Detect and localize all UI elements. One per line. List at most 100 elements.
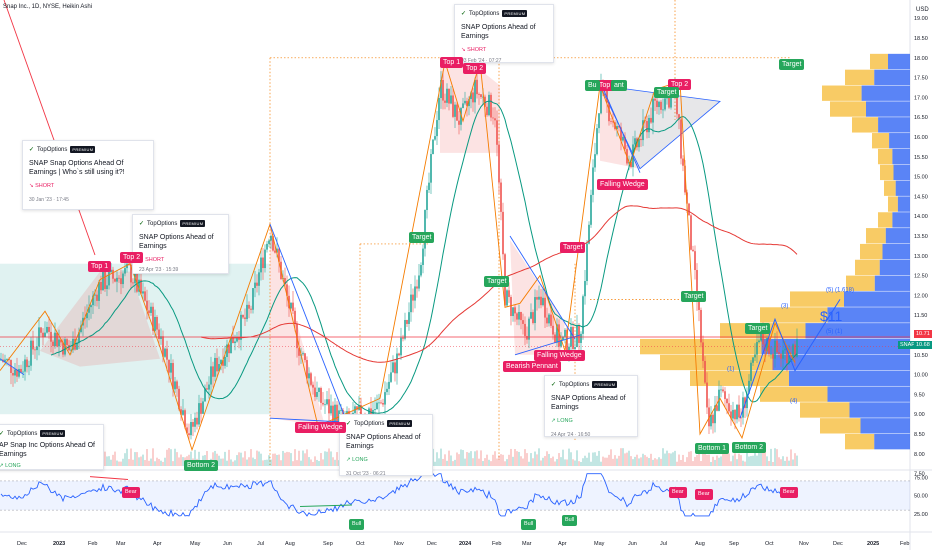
volume-bar <box>788 460 790 466</box>
volume-bar <box>336 452 338 466</box>
volume-bar <box>124 453 126 466</box>
candle-body <box>80 325 82 333</box>
time-axis-tick-label: Mar <box>522 541 532 547</box>
idea-side-long: ↗ LONG <box>551 418 573 424</box>
time-axis-tick-label: 2025 <box>867 541 879 547</box>
volume-profile-bar <box>660 354 773 371</box>
volume-bar <box>552 456 554 466</box>
candle-body <box>582 296 584 334</box>
idea-card[interactable]: ✓ TopOptions PREMIUM SNAP Options Ahead … <box>339 414 433 477</box>
candle-body <box>214 357 216 377</box>
price-axis-tick-label: 15.00 <box>914 175 928 181</box>
volume-profile-bar <box>888 53 910 70</box>
volume-profile-bar <box>845 434 875 450</box>
volume-bar <box>758 449 760 466</box>
volume-bar <box>660 458 662 466</box>
candle-body <box>556 324 558 343</box>
candle-body <box>230 337 232 354</box>
volume-bar <box>644 455 646 466</box>
candle-body <box>108 272 110 286</box>
candle-body <box>792 344 794 357</box>
idea-card[interactable]: ✓ TopOptions PREMIUM SNAP Options Ahead … <box>132 214 229 274</box>
volume-bar <box>674 450 676 466</box>
idea-card[interactable]: ✓ TopOptions PREMIUM SNAP Options Ahead … <box>544 375 638 438</box>
volume-profile-bar <box>789 370 910 386</box>
candle-body <box>388 381 390 389</box>
volume-bar <box>658 457 660 466</box>
price-axis-tick-label: 9.50 <box>914 392 925 398</box>
volume-bar <box>528 461 530 466</box>
volume-bar <box>530 453 532 466</box>
volume-bar <box>286 451 288 466</box>
pattern-label-falling-wedge: Falling Wedge <box>295 422 346 433</box>
idea-side-long: ↗ LONG <box>346 457 368 463</box>
volume-bar <box>686 457 688 466</box>
idea-author: TopOptions <box>147 220 178 227</box>
volume-bar <box>560 457 562 466</box>
volume-bar <box>618 455 620 466</box>
volume-bar <box>732 455 734 466</box>
rsi-axis-tick-label: 75.00 <box>914 475 928 481</box>
volume-bar <box>250 449 252 466</box>
volume-bar <box>722 451 724 466</box>
volume-bar <box>524 449 526 466</box>
time-axis-tick-label: Nov <box>394 541 404 547</box>
candle-body <box>124 268 126 274</box>
symbol-price-tag: 10.68 <box>914 341 932 349</box>
candle-body <box>284 278 286 285</box>
volume-bar <box>794 453 796 466</box>
volume-bar <box>634 456 636 466</box>
volume-bar <box>136 452 138 466</box>
rsi-signal-bull: Bull <box>349 519 365 530</box>
candle-body <box>14 369 16 376</box>
candle-body <box>68 345 70 351</box>
idea-card[interactable]: ✓ TopOptions PREMIUM AP Snap Inc Options… <box>0 424 104 470</box>
volume-bar <box>650 453 652 466</box>
candle-body <box>110 269 112 273</box>
pattern-label-target: Target <box>654 87 680 98</box>
elliott-label-3: (3) <box>781 303 788 309</box>
candle-body <box>156 316 158 330</box>
volume-bar <box>268 455 270 466</box>
volume-bar <box>120 461 122 466</box>
volume-bar <box>654 458 656 466</box>
volume-bar <box>520 456 522 466</box>
candle-body <box>774 340 776 359</box>
volume-bar <box>174 448 176 466</box>
candle-body <box>88 307 90 313</box>
volume-bar <box>506 459 508 466</box>
candle-body <box>404 320 406 339</box>
candle-body <box>704 360 706 383</box>
idea-side-long: ↗ LONG <box>0 463 21 469</box>
pattern-label-bull: Bu <box>585 80 600 91</box>
candle-body <box>218 364 220 372</box>
candle-body <box>762 331 764 345</box>
idea-side-short: ↘ SHORT <box>461 47 487 53</box>
candle-body <box>56 332 58 347</box>
candle-body <box>206 388 208 390</box>
premium-badge: PREMIUM <box>502 10 528 17</box>
wedge-trendline <box>514 334 581 356</box>
time-axis-tick-label: Dec <box>427 541 437 547</box>
volume-profile-bar <box>761 338 910 355</box>
pattern-label-target: Target <box>779 59 805 70</box>
volume-bar <box>612 458 614 466</box>
volume-bar <box>304 453 306 466</box>
volume-bar <box>230 459 232 466</box>
candle-body <box>784 348 786 351</box>
volume-bar <box>668 453 670 466</box>
candle-body <box>188 433 190 436</box>
idea-card[interactable]: ✓ TopOptions PREMIUM SNAP Options Ahead … <box>454 4 554 64</box>
volume-bar <box>740 455 742 466</box>
candle-body <box>730 411 732 419</box>
volume-bar <box>562 449 564 466</box>
candle-body <box>682 158 684 166</box>
candle-body <box>154 316 156 331</box>
candle-body <box>330 405 332 414</box>
candle-body <box>508 290 510 297</box>
idea-card[interactable]: ✓ TopOptions PREMIUM SNAP Snap Options A… <box>22 140 154 210</box>
candle-body <box>634 138 636 145</box>
price-axis-tick-label: 17.50 <box>914 76 928 82</box>
